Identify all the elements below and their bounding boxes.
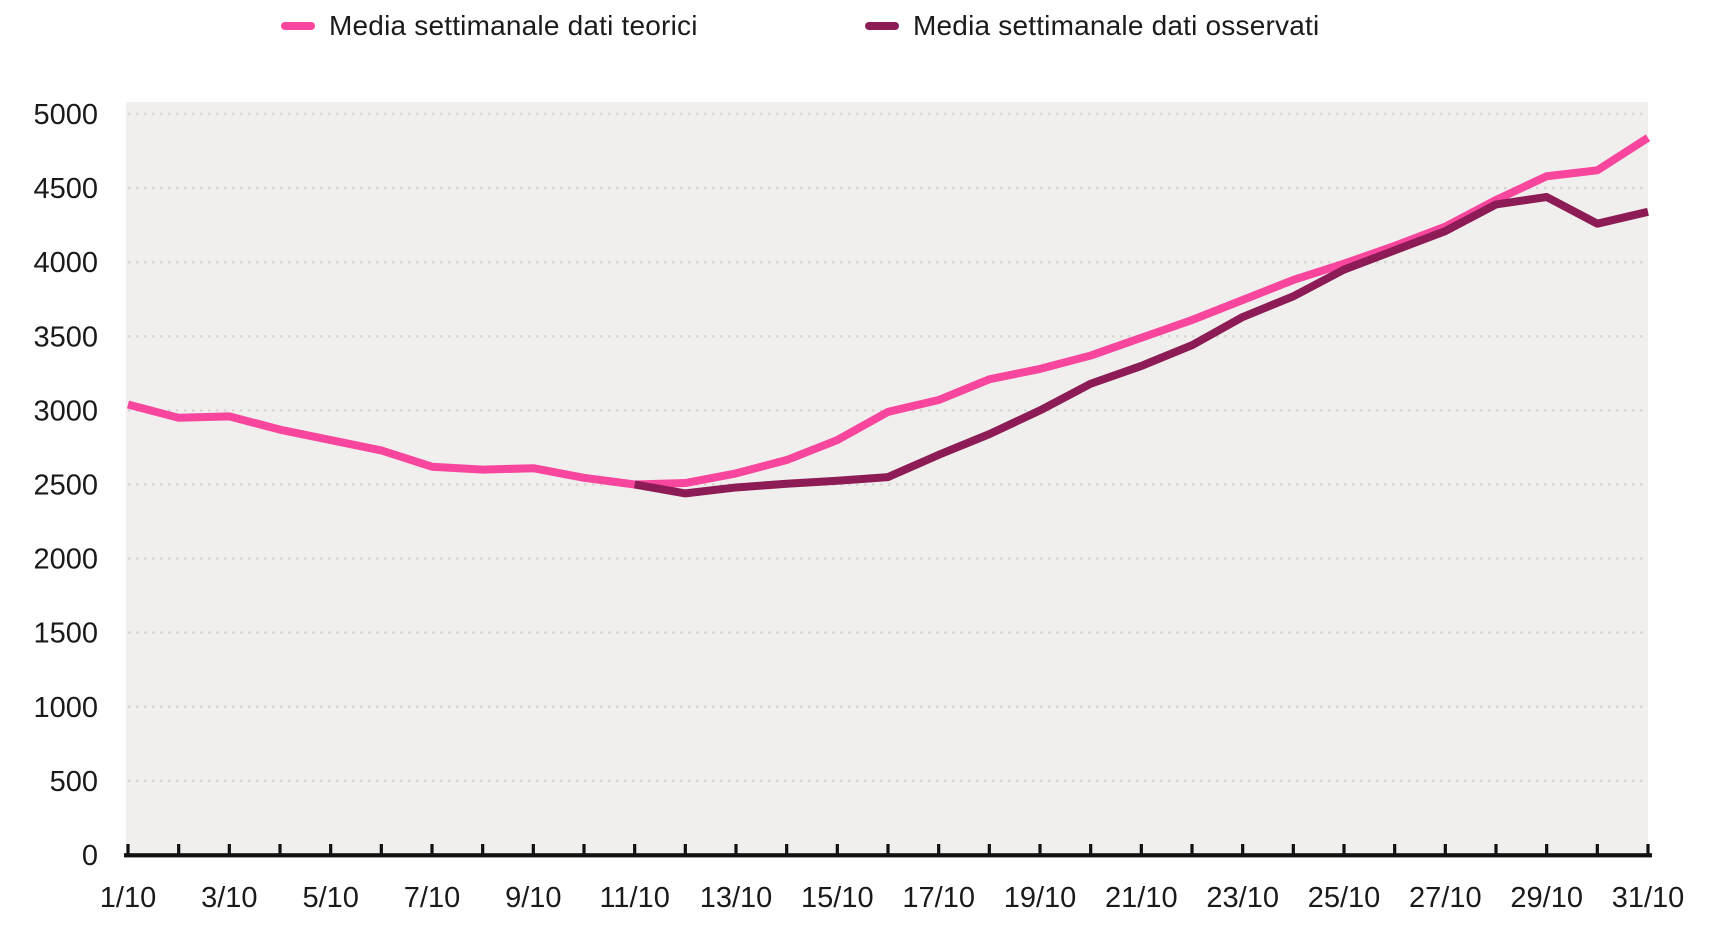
- x-axis-tick-7: [430, 844, 434, 855]
- series-line-osservati: [633, 192, 1649, 498]
- y-axis-label-4500: 4500: [33, 173, 98, 205]
- x-axis-tick-1: [126, 844, 130, 855]
- x-axis-tick-4: [278, 844, 282, 855]
- x-axis-tick-3: [227, 844, 231, 855]
- y-axis-label-3000: 3000: [33, 395, 98, 427]
- legend-item-teorici[interactable]: Media settimanale dati teorici: [281, 10, 698, 42]
- x-axis-tick-26: [1393, 844, 1397, 855]
- x-axis-tick-28: [1494, 844, 1498, 855]
- x-axis-label-3/10: 3/10: [201, 882, 257, 914]
- x-axis-tick-20: [1089, 844, 1093, 855]
- x-axis-label-31/10: 31/10: [1612, 882, 1685, 914]
- x-axis-label-9/10: 9/10: [505, 882, 561, 914]
- x-axis-tick-8: [481, 844, 485, 855]
- x-axis-tick-13: [734, 844, 738, 855]
- legend-label-teorici: Media settimanale dati teorici: [329, 10, 698, 41]
- x-axis-label-23/10: 23/10: [1206, 882, 1279, 914]
- x-axis-tick-29: [1545, 844, 1549, 855]
- x-axis-tick-5: [329, 844, 333, 855]
- x-axis-tick-14: [785, 844, 789, 855]
- x-axis-tick-21: [1139, 844, 1143, 855]
- y-axis-label-2000: 2000: [33, 544, 98, 576]
- x-axis-tick-25: [1342, 844, 1346, 855]
- y-axis-label-1000: 1000: [33, 692, 98, 724]
- y-axis-label-2500: 2500: [33, 470, 98, 502]
- x-axis-tick-2: [177, 844, 181, 855]
- x-axis-label-15/10: 15/10: [801, 882, 874, 914]
- x-axis-tick-22: [1190, 844, 1194, 855]
- x-axis-label-29/10: 29/10: [1510, 882, 1583, 914]
- legend-label-osservati: Media settimanale dati osservati: [913, 10, 1320, 41]
- x-axis-tick-30: [1595, 844, 1599, 855]
- legend-swatch-osservati-icon: [865, 22, 899, 30]
- x-axis-tick-6: [379, 844, 383, 855]
- x-axis-label-21/10: 21/10: [1105, 882, 1178, 914]
- x-axis-tick-23: [1241, 844, 1245, 855]
- y-axis-label-500: 500: [50, 766, 98, 798]
- x-axis-label-7/10: 7/10: [404, 882, 460, 914]
- x-axis-tick-10: [582, 844, 586, 855]
- y-axis-label-5000: 5000: [33, 99, 98, 131]
- chart-legend: Media settimanale dati teorici Media set…: [0, 0, 1712, 50]
- y-axis-label-1500: 1500: [33, 618, 98, 650]
- x-axis-label-25/10: 25/10: [1308, 882, 1381, 914]
- x-axis-tick-9: [531, 844, 535, 855]
- x-axis-tick-24: [1291, 844, 1295, 855]
- x-axis-line: [124, 853, 1652, 858]
- x-axis-tick-12: [683, 844, 687, 855]
- x-axis-tick-27: [1443, 844, 1447, 855]
- x-axis-tick-19: [1038, 844, 1042, 855]
- legend-swatch-teorici-icon: [281, 22, 315, 30]
- x-axis-tick-16: [886, 844, 890, 855]
- x-axis-label-13/10: 13/10: [700, 882, 773, 914]
- x-axis-label-11/10: 11/10: [599, 882, 669, 914]
- y-axis-label-4000: 4000: [33, 247, 98, 279]
- x-axis-label-1/10: 1/10: [100, 882, 156, 914]
- x-axis-tick-31: [1646, 844, 1650, 855]
- x-axis-label-19/10: 19/10: [1004, 882, 1077, 914]
- x-axis-tick-11: [633, 844, 637, 855]
- y-axis-label-3500: 3500: [33, 321, 98, 353]
- series-line-teorici: [126, 134, 1651, 489]
- y-axis-label-0: 0: [82, 840, 98, 872]
- x-axis-label-17/10: 17/10: [902, 882, 975, 914]
- x-axis-label-5/10: 5/10: [302, 882, 358, 914]
- x-axis-tick-15: [835, 844, 839, 855]
- x-axis-label-27/10: 27/10: [1409, 882, 1482, 914]
- x-axis-tick-18: [987, 844, 991, 855]
- x-axis-tick-17: [937, 844, 941, 855]
- legend-item-osservati[interactable]: Media settimanale dati osservati: [865, 10, 1319, 42]
